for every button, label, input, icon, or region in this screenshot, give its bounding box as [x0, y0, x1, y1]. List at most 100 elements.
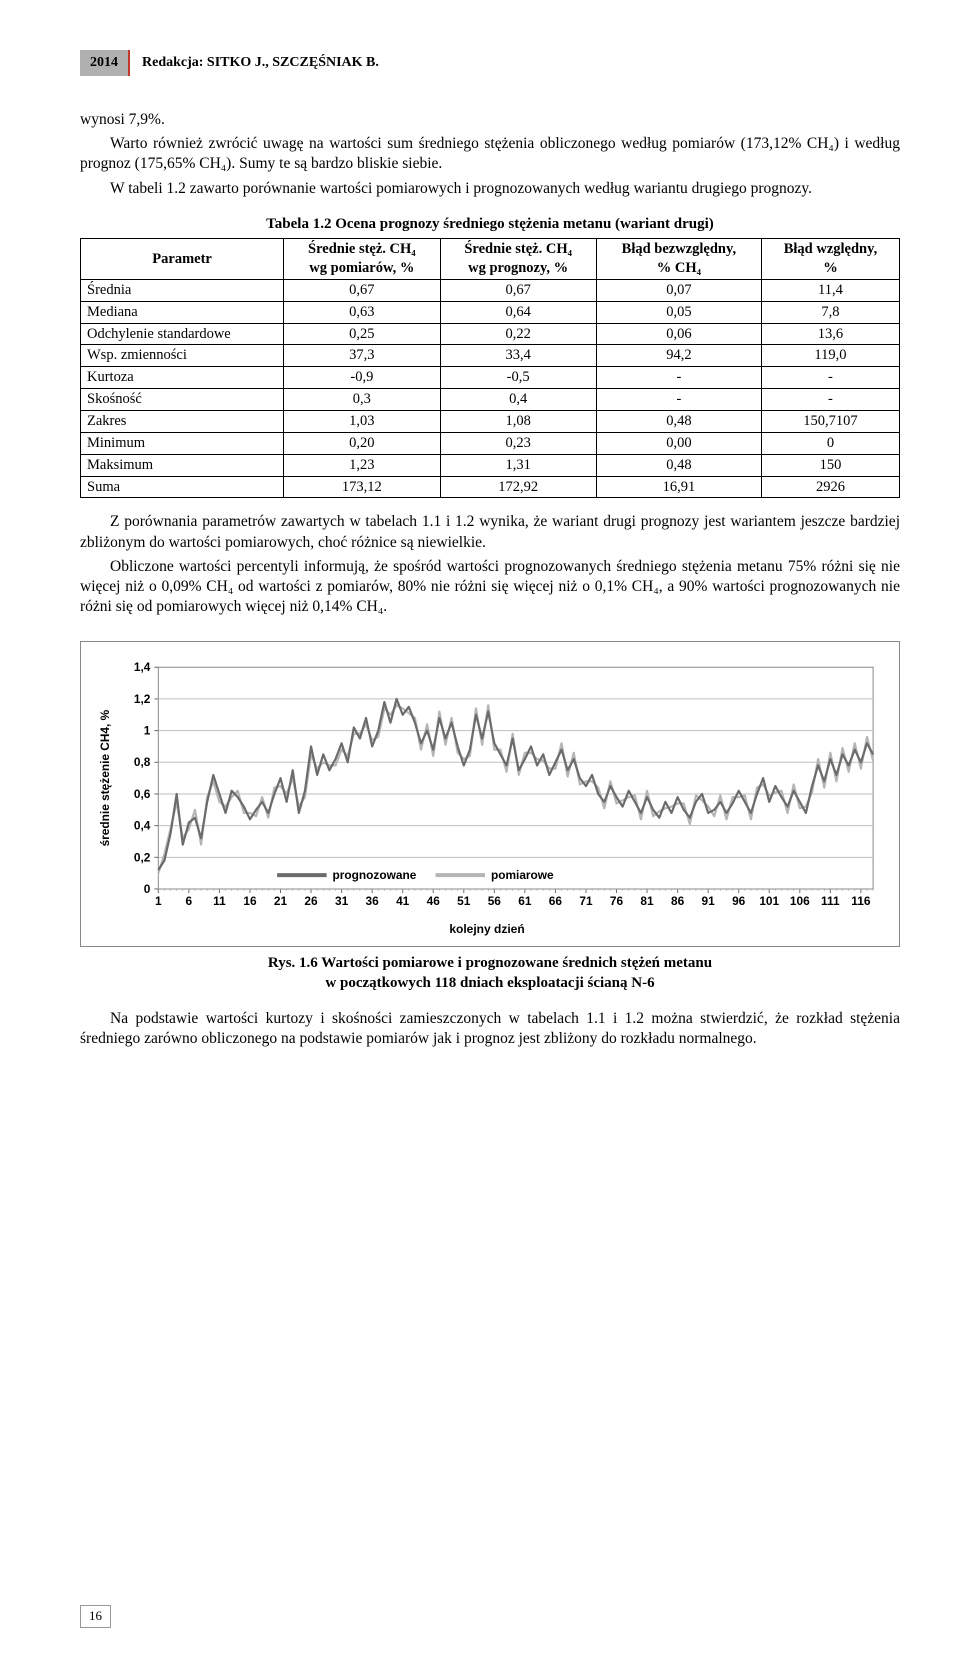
- svg-text:16: 16: [243, 894, 257, 908]
- table-row: Odchylenie standardowe0,250,220,0613,6: [81, 323, 900, 345]
- svg-text:1: 1: [144, 724, 151, 738]
- figure-caption: Rys. 1.6 Wartości pomiarowe i prognozowa…: [80, 953, 900, 994]
- paragraph-4: Z porównania parametrów zawartych w tabe…: [80, 512, 900, 552]
- table-cell: Minimum: [81, 432, 284, 454]
- svg-text:116: 116: [851, 894, 871, 908]
- svg-text:0,8: 0,8: [134, 755, 151, 769]
- table-cell: 0,63: [284, 301, 440, 323]
- svg-text:61: 61: [518, 894, 532, 908]
- table-cell: 13,6: [761, 323, 899, 345]
- table-cell: 119,0: [761, 345, 899, 367]
- table-cell: 0,22: [440, 323, 596, 345]
- svg-text:1,4: 1,4: [134, 660, 151, 674]
- paragraph-6: Na podstawie wartości kurtozy i skośnośc…: [80, 1009, 900, 1049]
- table-row: Mediana0,630,640,057,8: [81, 301, 900, 323]
- th-l2: wg pomiarów, %: [309, 260, 414, 276]
- table-cell: 0: [761, 432, 899, 454]
- th-l2: %: [823, 260, 838, 276]
- table-cell: 1,03: [284, 411, 440, 433]
- svg-text:66: 66: [549, 894, 563, 908]
- table-cell: -: [596, 367, 761, 389]
- th-l1: Średnie stęż. CH₄: [308, 241, 416, 257]
- table-cell: -: [761, 389, 899, 411]
- table-caption: Tabela 1.2 Ocena prognozy średniego stęż…: [80, 215, 900, 235]
- table-cell: 0,00: [596, 432, 761, 454]
- th-l1: Błąd bezwzględny,: [622, 241, 736, 257]
- table-cell: 150,7107: [761, 411, 899, 433]
- table-cell: 0,07: [596, 279, 761, 301]
- table-cell: -: [761, 367, 899, 389]
- table-row: Kurtoza-0,9-0,5--: [81, 367, 900, 389]
- table-cell: Skośność: [81, 389, 284, 411]
- svg-text:21: 21: [274, 894, 288, 908]
- table-row: Zakres1,031,080,48150,7107: [81, 411, 900, 433]
- table-row: Skośność0,30,4--: [81, 389, 900, 411]
- svg-text:26: 26: [304, 894, 318, 908]
- paragraph-5: Obliczone wartości percentyli informują,…: [80, 557, 900, 617]
- svg-text:6: 6: [186, 894, 193, 908]
- chart-svg: 00,20,40,60,811,21,416111621263136414651…: [91, 660, 883, 920]
- paragraph-3: W tabeli 1.2 zawarto porównanie wartości…: [80, 179, 900, 199]
- svg-text:pomiarowe: pomiarowe: [491, 868, 554, 882]
- line-chart: 00,20,40,60,811,21,416111621263136414651…: [80, 641, 900, 947]
- table-cell: 0,48: [596, 454, 761, 476]
- svg-text:46: 46: [427, 894, 441, 908]
- table-cell: 0,3: [284, 389, 440, 411]
- th-blad-bezwzgl: Błąd bezwzględny, % CH₄: [596, 239, 761, 280]
- table-cell: 0,67: [284, 279, 440, 301]
- header-year: 2014: [80, 50, 130, 76]
- table-cell: 173,12: [284, 476, 440, 498]
- table-cell: Wsp. zmienności: [81, 345, 284, 367]
- svg-text:średnie stężenie CH4, %: średnie stężenie CH4, %: [98, 709, 112, 846]
- table-cell: Odchylenie standardowe: [81, 323, 284, 345]
- table-cell: 33,4: [440, 345, 596, 367]
- table-row: Maksimum1,231,310,48150: [81, 454, 900, 476]
- svg-text:0,6: 0,6: [134, 787, 151, 801]
- svg-text:0: 0: [144, 882, 151, 896]
- th-blad-wzgl: Błąd względny,%: [761, 239, 899, 280]
- svg-text:0,4: 0,4: [134, 819, 151, 833]
- svg-text:96: 96: [732, 894, 746, 908]
- table-cell: 1,31: [440, 454, 596, 476]
- th-l1: Średnie stęż. CH₄: [464, 241, 572, 257]
- table-row: Minimum0,200,230,000: [81, 432, 900, 454]
- svg-text:111: 111: [821, 894, 840, 908]
- table-cell: -0,9: [284, 367, 440, 389]
- chart-xlabel: kolejny dzień: [91, 922, 883, 938]
- th-l1: Błąd względny,: [784, 241, 877, 257]
- discussion-paragraphs: Z porównania parametrów zawartych w tabe…: [80, 512, 900, 617]
- th-l2: wg prognozy, %: [468, 260, 568, 276]
- table-cell: 0,64: [440, 301, 596, 323]
- table-cell: 0,05: [596, 301, 761, 323]
- table-cell: 0,67: [440, 279, 596, 301]
- table-cell: 0,23: [440, 432, 596, 454]
- fig-caption-line2: w początkowych 118 dniach eksploatacji ś…: [325, 975, 654, 991]
- table-row: Wsp. zmienności37,333,494,2119,0: [81, 345, 900, 367]
- paragraph-2: Warto również zwrócić uwagę na wartości …: [80, 134, 900, 174]
- table-cell: 11,4: [761, 279, 899, 301]
- table-row: Średnia0,670,670,0711,4: [81, 279, 900, 301]
- table-cell: 1,23: [284, 454, 440, 476]
- svg-text:1: 1: [155, 894, 162, 908]
- svg-text:1,2: 1,2: [134, 692, 151, 706]
- svg-text:81: 81: [640, 894, 654, 908]
- svg-text:91: 91: [702, 894, 716, 908]
- table-cell: 0,25: [284, 323, 440, 345]
- table-cell: 37,3: [284, 345, 440, 367]
- page-header: 2014 Redakcja: SITKO J., SZCZĘŚNIAK B.: [80, 50, 900, 76]
- table-cell: Średnia: [81, 279, 284, 301]
- table-cell: -: [596, 389, 761, 411]
- svg-text:106: 106: [790, 894, 810, 908]
- th-l2: % CH₄: [657, 260, 701, 276]
- th-pomiarow: Średnie stęż. CH₄ wg pomiarów, %: [284, 239, 440, 280]
- intro-paragraphs: wynosi 7,9%. Warto również zwrócić uwagę…: [80, 110, 900, 199]
- svg-text:11: 11: [213, 894, 226, 908]
- table-cell: 94,2: [596, 345, 761, 367]
- table-cell: Maksimum: [81, 454, 284, 476]
- table-cell: 2926: [761, 476, 899, 498]
- svg-text:prognozowane: prognozowane: [333, 868, 417, 882]
- header-authors: Redakcja: SITKO J., SZCZĘŚNIAK B.: [130, 50, 391, 76]
- table-row: Suma173,12172,9216,912926: [81, 476, 900, 498]
- data-table: Parametr Średnie stęż. CH₄wg pomiarów, %…: [80, 238, 900, 498]
- table-cell: 7,8: [761, 301, 899, 323]
